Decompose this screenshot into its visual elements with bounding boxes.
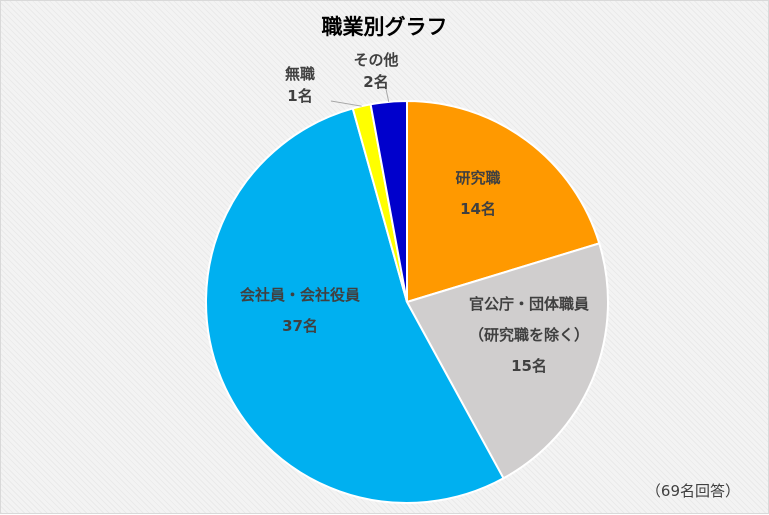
label-unemployed: 無職 1名 bbox=[271, 63, 329, 107]
label-public-count: 15名 bbox=[511, 357, 547, 375]
label-other: その他 2名 bbox=[341, 49, 411, 93]
label-research-count: 14名 bbox=[460, 200, 496, 218]
label-other-count: 2名 bbox=[363, 73, 389, 91]
label-company: 会社員・会社役員 37名 bbox=[215, 280, 385, 342]
label-research-name: 研究職 bbox=[455, 169, 501, 187]
slice-company bbox=[205, 107, 505, 504]
label-other-name: その他 bbox=[353, 51, 399, 69]
slice-other bbox=[369, 99, 408, 303]
label-public: 官公庁・団体職員 （研究職を除く） 15名 bbox=[434, 289, 624, 382]
response-count-note: （69名回答） bbox=[645, 482, 740, 500]
leader-line-other bbox=[385, 88, 390, 102]
leader-line-unemployed bbox=[330, 100, 362, 107]
label-unemployed-name: 無職 bbox=[284, 65, 315, 83]
slice-research bbox=[406, 99, 601, 304]
label-unemployed-count: 1名 bbox=[287, 87, 313, 105]
label-public-sub: （研究職を除く） bbox=[468, 326, 589, 344]
chart-title: 職業別グラフ bbox=[321, 15, 448, 39]
label-public-name: 官公庁・団体職員 bbox=[468, 295, 589, 313]
label-company-count: 37名 bbox=[282, 317, 318, 335]
label-company-name: 会社員・会社役員 bbox=[239, 286, 360, 304]
label-research: 研究職 14名 bbox=[438, 163, 518, 225]
slice-public bbox=[405, 242, 609, 480]
